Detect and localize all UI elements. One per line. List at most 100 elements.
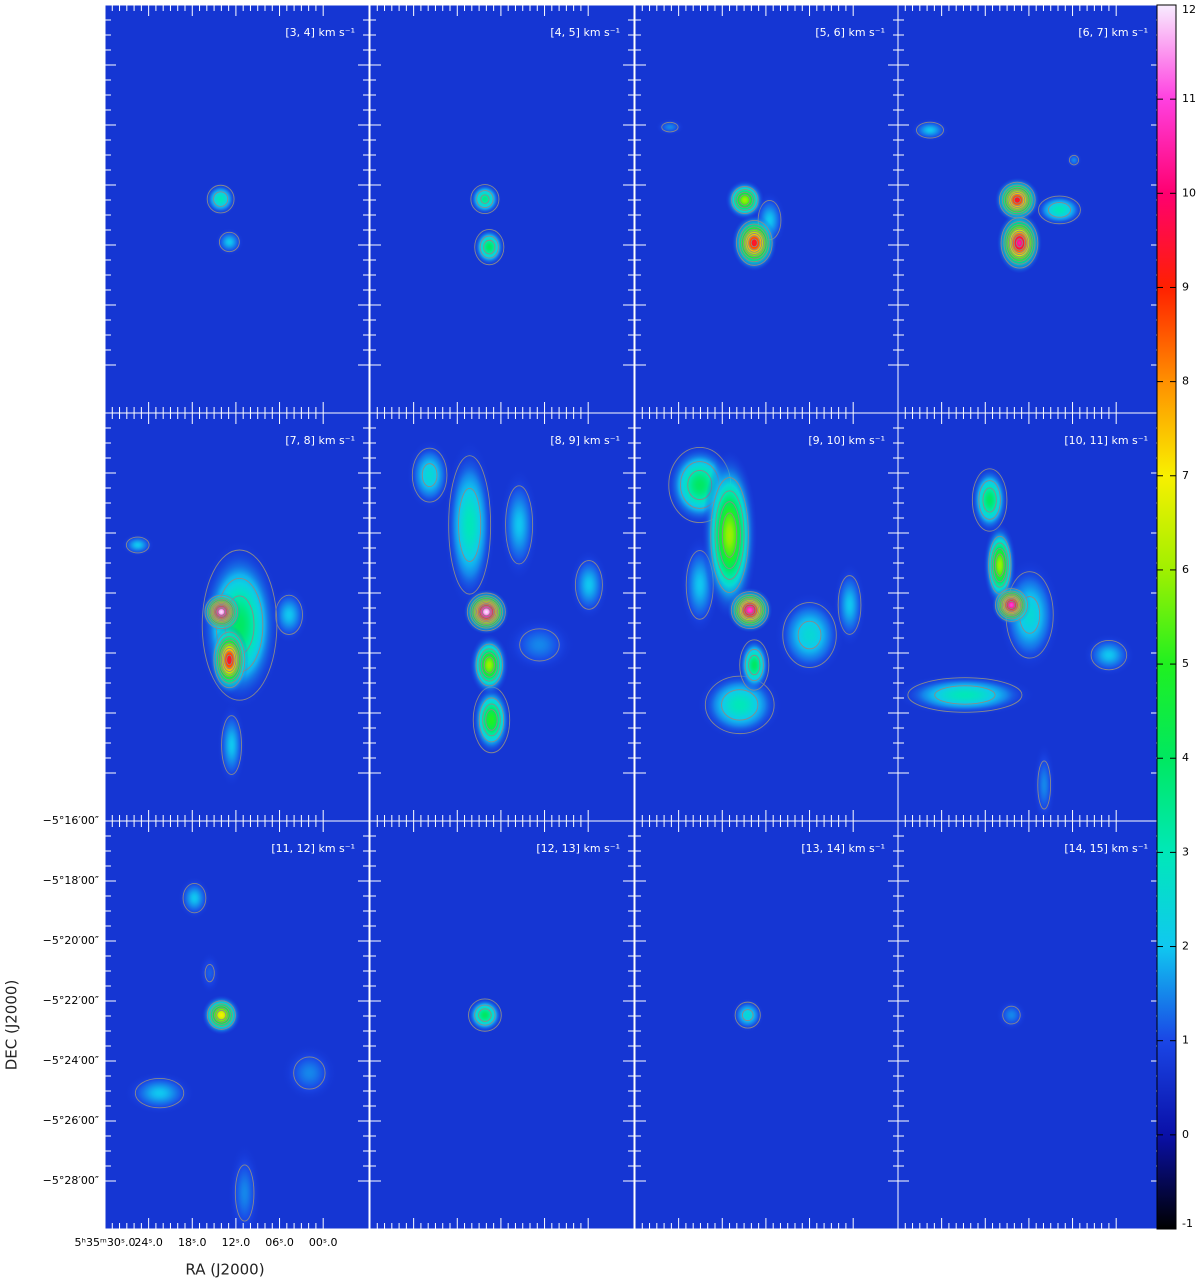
panel-title: [9, 10] km s⁻¹	[808, 434, 885, 447]
emission-source	[1065, 151, 1083, 169]
panel-title: [7, 8] km s⁻¹	[285, 434, 355, 447]
contour	[214, 605, 229, 619]
panel	[370, 413, 634, 821]
contour	[474, 1004, 496, 1026]
contour	[475, 643, 503, 687]
emission-source	[468, 182, 502, 216]
contour	[741, 602, 758, 619]
emission-source	[198, 952, 221, 995]
contour	[982, 487, 997, 513]
contour	[481, 607, 491, 617]
contour	[978, 480, 1001, 520]
contour	[736, 191, 753, 209]
emission-source	[697, 670, 782, 740]
contour	[1007, 190, 1027, 210]
emission-source	[202, 592, 241, 632]
panel	[105, 5, 369, 413]
panel	[898, 821, 1162, 1229]
contour	[204, 594, 239, 630]
colorbar-tick-label: 9	[1182, 280, 1189, 293]
contour	[1013, 196, 1021, 204]
contour	[746, 233, 763, 253]
contour	[837, 575, 862, 635]
contour	[1013, 235, 1026, 251]
contour	[476, 190, 494, 209]
contour	[206, 597, 236, 627]
panel	[370, 5, 634, 413]
contour	[218, 231, 240, 253]
contour	[738, 599, 761, 622]
contour	[1000, 593, 1023, 617]
contour	[1008, 228, 1031, 258]
emission-source	[504, 616, 575, 674]
contour	[1037, 760, 1052, 810]
contour	[714, 490, 745, 580]
contour	[483, 239, 496, 255]
emission-source	[281, 1044, 337, 1102]
colorbar-tick-label: 3	[1182, 845, 1189, 858]
panel	[635, 413, 899, 821]
contour	[480, 605, 493, 619]
emission-source	[655, 118, 685, 136]
contour	[209, 600, 233, 624]
contour	[204, 963, 215, 983]
panel-background	[635, 821, 899, 1229]
emission-source	[996, 999, 1027, 1031]
contour	[737, 597, 763, 623]
panel-title: [4, 5] km s⁻¹	[550, 26, 620, 39]
colorbar-tick-label: 0	[1182, 1128, 1189, 1141]
y-tick-label: −5°24′00″	[43, 1054, 99, 1067]
contour	[1005, 223, 1034, 262]
y-tick-label: −5°20′00″	[43, 934, 99, 947]
contour	[1016, 238, 1023, 248]
emission-source	[1034, 193, 1085, 227]
colorbar-tick-label: 2	[1182, 940, 1189, 953]
contour	[483, 656, 495, 674]
panel-title: [10, 11] km s⁻¹	[1064, 434, 1148, 447]
y-tick-label: −5°18′00″	[43, 874, 99, 887]
contour	[1001, 595, 1022, 615]
colorbar	[1156, 4, 1177, 1230]
contour	[206, 1000, 236, 1030]
panel-title: [13, 14] km s⁻¹	[801, 842, 885, 855]
colorbar-tick-label: 4	[1182, 751, 1189, 764]
contour	[916, 121, 944, 139]
panel-title: [6, 7] km s⁻¹	[1078, 26, 1148, 39]
contour	[1003, 221, 1036, 265]
contour	[992, 547, 1007, 583]
contour	[782, 602, 837, 668]
contour	[1011, 232, 1027, 253]
emission-source	[444, 440, 496, 609]
contour	[1007, 600, 1016, 610]
contour	[739, 639, 770, 691]
contour	[478, 604, 494, 620]
contour	[744, 648, 764, 682]
contour	[735, 595, 765, 625]
contour	[213, 631, 246, 689]
panel	[898, 413, 1162, 821]
contour	[466, 592, 506, 632]
contour	[479, 235, 499, 259]
contour	[208, 598, 235, 625]
emission-source	[472, 227, 506, 267]
contour	[216, 1009, 227, 1021]
emission-source	[204, 182, 237, 216]
emission-source	[731, 998, 765, 1032]
contour	[470, 184, 500, 215]
contour	[480, 194, 490, 204]
contour	[934, 685, 996, 705]
contour	[226, 654, 233, 666]
x-tick-label: 00ˢ.0	[309, 1236, 338, 1249]
contour	[220, 645, 238, 675]
contour	[1010, 230, 1029, 256]
contour	[411, 447, 448, 503]
contour	[1004, 597, 1019, 613]
y-tick-label: −5°28′00″	[43, 1174, 99, 1187]
contour	[1038, 195, 1081, 225]
contour	[797, 620, 822, 650]
contour	[742, 228, 766, 258]
x-tick-label: 12ˢ.0	[222, 1236, 251, 1249]
contour	[721, 512, 738, 558]
contour	[217, 607, 226, 616]
